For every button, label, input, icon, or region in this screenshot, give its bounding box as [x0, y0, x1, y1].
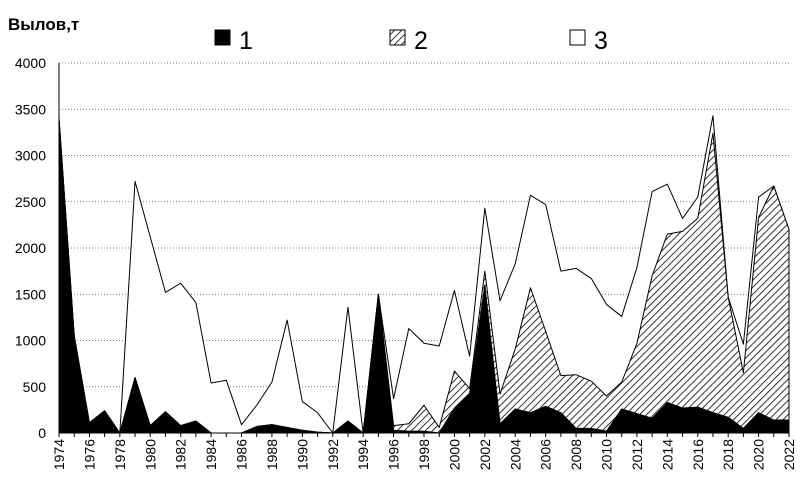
y-tick-label: 2500: [15, 194, 46, 210]
legend-label-2: 2: [414, 27, 428, 55]
x-tick-label: 2020: [751, 439, 767, 470]
legend-swatch-2: [389, 29, 406, 46]
y-tick-label: 3000: [15, 148, 46, 164]
legend: 1 2 3: [214, 27, 608, 55]
y-tick-label: 2000: [15, 240, 46, 256]
x-tick-label: 2008: [568, 439, 584, 470]
x-tick-label: 2018: [720, 439, 736, 470]
y-tick-label: 4000: [15, 55, 46, 71]
x-tick-label: 1984: [203, 439, 219, 470]
axes: 0 500 1000 1500 2000 2500 3000 3500 4000 1974 1976…: [15, 55, 797, 470]
x-tick-label: 1980: [142, 439, 158, 470]
x-tick-label: 1988: [264, 439, 280, 470]
x-tick-label: 1992: [325, 439, 341, 470]
x-tick-label: 1994: [355, 439, 371, 470]
y-tick-label: 0: [38, 425, 46, 441]
y-tick-label: 1000: [15, 333, 46, 349]
x-tick-label: 2022: [781, 439, 797, 470]
x-tick-label: 2014: [659, 439, 675, 470]
x-tick-label: 2012: [629, 439, 645, 470]
y-tick-label: 1500: [15, 286, 46, 302]
x-tick-label: 1996: [386, 439, 402, 470]
x-tick-label: 1974: [51, 439, 67, 470]
x-tick-label: 1998: [416, 439, 432, 470]
x-tick-label: 1990: [294, 439, 310, 470]
x-tick-label: 2004: [507, 439, 523, 470]
legend-swatch-1: [214, 29, 231, 46]
x-tick-label: 2000: [446, 439, 462, 470]
y-tick-label: 3500: [15, 101, 46, 117]
y-axis-title: Вылов,т: [8, 15, 79, 34]
series-area-3: [58, 115, 790, 434]
plot-areas: [58, 115, 790, 434]
x-tick-label: 1976: [81, 439, 97, 470]
x-tick-label: 2002: [477, 439, 493, 470]
x-tick-label: 2010: [599, 439, 615, 470]
legend-label-3: 3: [594, 27, 608, 55]
y-tick-label: 500: [23, 379, 47, 395]
x-tick-label: 1986: [234, 439, 250, 470]
x-tick-label: 1982: [173, 439, 189, 470]
x-tick-label: 2016: [690, 439, 706, 470]
x-tick-label: 1978: [112, 439, 128, 470]
x-tick-label: 2006: [538, 439, 554, 470]
series-area-1: [58, 118, 790, 434]
legend-swatch-3: [569, 29, 586, 46]
legend-label-1: 1: [239, 27, 253, 55]
